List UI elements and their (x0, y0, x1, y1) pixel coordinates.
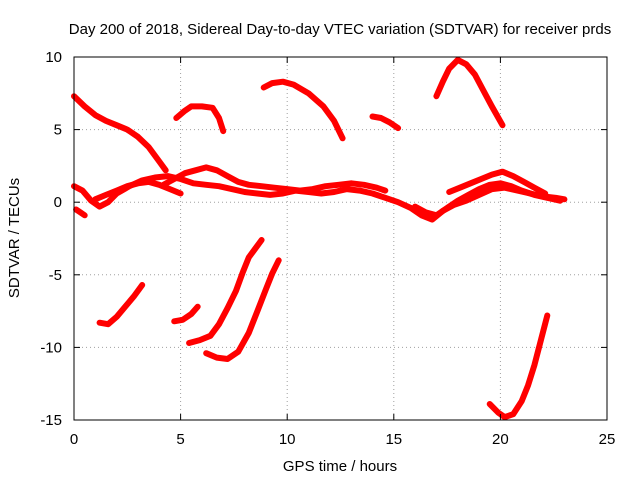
y-tick-label: 5 (54, 122, 62, 139)
y-tick-label: -5 (49, 267, 62, 284)
series-arc-5 (433, 56, 506, 129)
y-axis-label: SDTVAR / TECUs (6, 178, 23, 298)
chart-title: Day 200 of 2018, Sidereal Day-to-day VTE… (69, 21, 611, 38)
series-arc-13 (171, 303, 201, 325)
axis-ticks: 0 5 10 15 20 25 -15 -10 -5 0 5 10 (40, 49, 615, 448)
series-arc-4 (369, 113, 402, 132)
y-tick-label: -10 (40, 339, 62, 356)
grid-lines (74, 57, 607, 420)
series-arc-8 (92, 178, 184, 203)
series-arc-14 (186, 237, 265, 346)
x-tick-label: 0 (70, 431, 78, 448)
y-tick-label: 0 (54, 194, 62, 211)
series-arc-15 (203, 257, 282, 362)
data-series (71, 56, 568, 421)
series-arc-16 (486, 312, 551, 421)
series-arc-10 (412, 180, 564, 219)
x-tick-label: 10 (279, 431, 296, 448)
series-arc-3 (260, 78, 346, 142)
series-arc-7 (160, 164, 389, 194)
y-tick-label: -15 (40, 412, 62, 429)
plot-frame (73, 56, 608, 421)
x-tick-label: 5 (176, 431, 184, 448)
x-tick-label: 20 (492, 431, 509, 448)
x-axis-label: GPS time / hours (283, 458, 397, 475)
series-arc-2 (173, 103, 227, 135)
series-arc-1 (71, 93, 169, 174)
series-arc-9 (73, 206, 88, 219)
x-tick-label: 15 (385, 431, 402, 448)
series-arc-11 (446, 168, 549, 197)
x-tick-label: 25 (599, 431, 616, 448)
series-arc-12 (96, 282, 146, 328)
y-tick-label: 10 (45, 49, 62, 66)
